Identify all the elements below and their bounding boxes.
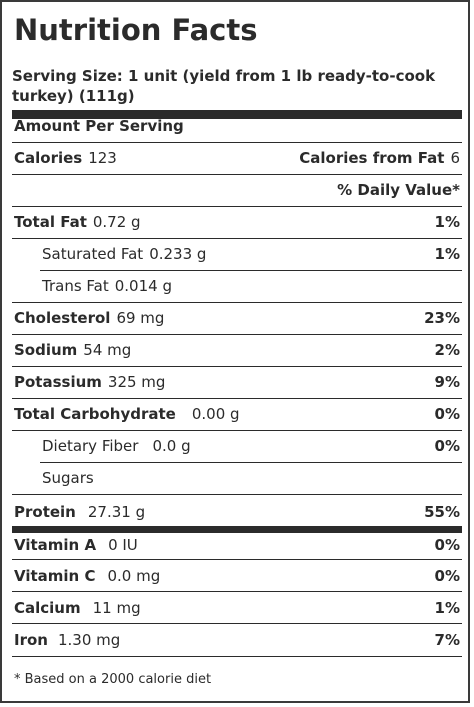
nutrient-name: Cholesterol xyxy=(14,309,111,327)
divider xyxy=(12,494,462,495)
nutrient-name: Vitamin A xyxy=(14,536,97,554)
divider xyxy=(12,238,462,239)
serving-size: Serving Size: 1 unit (yield from 1 lb re… xyxy=(12,67,436,105)
calories-from-fat-value: 6 xyxy=(450,149,460,167)
divider xyxy=(12,656,462,657)
divider xyxy=(12,623,462,624)
nutrient-amount: 0.72 g xyxy=(92,213,141,231)
nutrient-name: Dietary Fiber xyxy=(42,437,139,455)
nutrient-name: Protein xyxy=(14,503,76,521)
divider xyxy=(12,334,462,335)
nutrient-row-dietary-fiber: Dietary Fiber 0.0 g 0% xyxy=(12,430,462,462)
label-title: Nutrition Facts xyxy=(14,13,258,47)
divider xyxy=(12,142,462,143)
nutrient-row-sodium: Sodium 54 mg 2% xyxy=(12,334,462,366)
nutrient-row-cholesterol: Cholesterol 69 mg 23% xyxy=(12,302,462,334)
nutrient-row-vitamin-c: Vitamin C 0.0 mg 0% xyxy=(12,560,462,592)
divider xyxy=(12,302,462,303)
nutrient-name: Total Carbohydrate xyxy=(14,405,176,423)
nutrient-dv: 1% xyxy=(434,213,460,231)
nutrient-row-trans-fat: Trans Fat 0.014 g xyxy=(12,270,462,302)
amount-per-serving-row: Amount Per Serving xyxy=(12,110,462,142)
nutrient-name: Sodium xyxy=(14,341,78,359)
nutrient-amount: 0.233 g xyxy=(149,245,207,263)
nutrient-name: Vitamin C xyxy=(14,567,96,585)
calories-value: 123 xyxy=(88,149,117,167)
nutrient-amount: 325 mg xyxy=(107,373,166,391)
nutrient-dv: 2% xyxy=(434,341,460,359)
nutrient-row-total-fat: Total Fat 0.72 g 1% xyxy=(12,206,462,238)
nutrient-row-total-carbohydrate: Total Carbohydrate 0.00 g 0% xyxy=(12,398,462,430)
divider xyxy=(12,559,462,560)
nutrient-amount: 0.014 g xyxy=(114,277,172,295)
nutrient-name: Potassium xyxy=(14,373,102,391)
nutrient-amount: 1.30 mg xyxy=(57,631,121,649)
nutrient-row-calcium: Calcium 11 mg 1% xyxy=(12,592,462,624)
nutrient-name: Sugars xyxy=(42,469,94,487)
nutrient-amount: 0 IU xyxy=(108,536,138,554)
nutrient-name: Trans Fat xyxy=(42,277,109,295)
nutrient-row-sugars: Sugars xyxy=(12,462,462,494)
daily-value-header: % Daily Value* xyxy=(337,181,460,199)
nutrient-dv: 9% xyxy=(434,373,460,391)
nutrient-name: Total Fat xyxy=(14,213,87,231)
thick-divider xyxy=(12,110,462,119)
nutrient-amount: 27.31 g xyxy=(87,503,146,521)
nutrient-name: Calcium xyxy=(14,599,81,617)
divider xyxy=(12,174,462,175)
calories-from-fat-label: Calories from Fat xyxy=(299,149,445,167)
nutrient-amount: 0.0 mg xyxy=(107,567,161,585)
nutrient-amount: 0.0 g xyxy=(152,437,191,455)
nutrient-row-saturated-fat: Saturated Fat 0.233 g 1% xyxy=(12,238,462,270)
nutrient-row-potassium: Potassium 325 mg 9% xyxy=(12,366,462,398)
nutrient-dv: 0% xyxy=(434,567,460,585)
nutrient-dv: 7% xyxy=(434,631,460,649)
divider xyxy=(12,398,462,399)
thick-divider xyxy=(12,526,462,533)
divider xyxy=(12,430,462,431)
nutrient-amount: 69 mg xyxy=(116,309,165,327)
nutrient-amount: 54 mg xyxy=(83,341,132,359)
nutrient-amount: 0.00 g xyxy=(191,405,240,423)
nutrient-dv: 0% xyxy=(434,405,460,423)
nutrient-dv: 1% xyxy=(434,599,460,617)
divider xyxy=(40,270,462,271)
daily-value-header-row: % Daily Value* xyxy=(12,174,462,206)
amount-per-serving-label: Amount Per Serving xyxy=(14,117,184,135)
divider xyxy=(12,591,462,592)
calories-label: Calories xyxy=(14,149,83,167)
divider xyxy=(12,366,462,367)
nutrient-dv: 23% xyxy=(424,309,460,327)
nutrient-name: Saturated Fat xyxy=(42,245,144,263)
nutrient-dv: 0% xyxy=(434,437,460,455)
calories-row: Calories 123 Calories from Fat 6 xyxy=(12,142,462,174)
nutrient-row-iron: Iron 1.30 mg 7% xyxy=(12,624,462,656)
nutrient-dv: 55% xyxy=(424,503,460,521)
divider xyxy=(12,206,462,207)
footnote: * Based on a 2000 calorie diet xyxy=(14,672,212,687)
divider xyxy=(40,462,462,463)
nutrient-dv: 0% xyxy=(434,536,460,554)
nutrient-name: Iron xyxy=(14,631,48,649)
nutrient-row-vitamin-a: Vitamin A 0 IU 0% xyxy=(12,529,462,561)
nutrient-amount: 11 mg xyxy=(92,599,141,617)
nutrient-dv: 1% xyxy=(434,245,460,263)
nutrient-row-protein: Protein 27.31 g 55% xyxy=(12,496,462,528)
